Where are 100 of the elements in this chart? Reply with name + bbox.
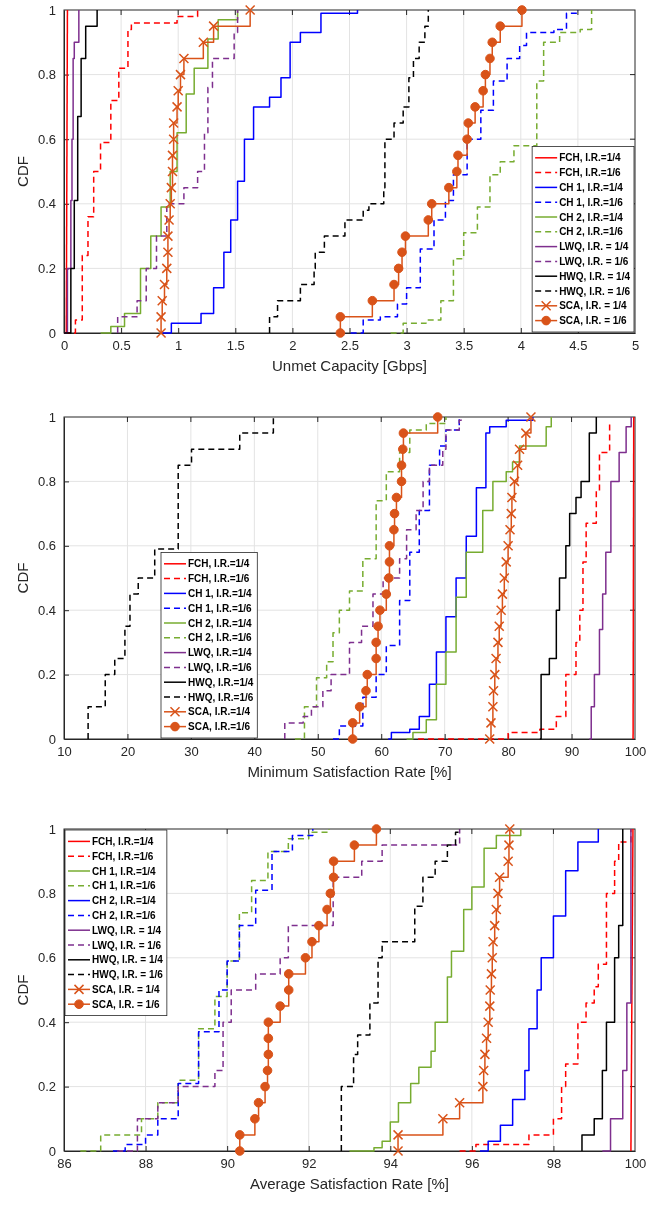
legend-label: LWQ, I.R.=1/4 [188,647,253,659]
point [478,85,488,96]
point [347,718,358,728]
legend-label: CH 1, I.R.=1/4 [188,588,253,599]
legend-label: CH 2, I.R.=1/6 [92,910,157,921]
point [234,1130,245,1140]
point [485,717,497,729]
x-tick-label: 2.5 [340,338,360,354]
point [393,263,404,274]
point [347,734,358,744]
x-tick-label: 0.5 [112,338,131,354]
x-axis-title: Minimum Satisfaction Rate [%] [247,763,452,780]
point [397,444,408,454]
x-axis-title: Average Satisfaction Rate [%] [250,1175,449,1192]
y-tick-label: 1 [48,821,56,837]
x-tick-label: 0 [60,338,69,354]
point [484,1000,496,1012]
point [371,824,382,834]
point [487,952,498,964]
legend-label: CH 1, I.R.=1/6 [559,196,624,208]
point [462,134,472,144]
point [381,589,392,599]
point [494,872,505,883]
point [492,888,504,899]
point [335,312,346,322]
y-tick-label: 1 [48,409,56,425]
legend-label: CH 1, I.R.=1/4 [559,182,624,193]
point [437,1113,449,1125]
point [489,669,501,680]
point [504,823,516,835]
point [506,508,517,519]
point [198,37,209,48]
y-tick-label: 0.6 [37,131,56,147]
legend-label: HWQ, I.R.=1/4 [188,676,254,688]
legend-label: FCH, I.R.=1/4 [559,152,621,164]
point [167,166,178,177]
legend-label: CH 2, I.R.=1/4 [92,895,157,907]
point [392,1145,404,1157]
point [384,573,394,583]
point [490,653,502,664]
x-axis-title: Unmet Capacity [Gbps] [271,357,428,374]
point [283,969,294,979]
point [335,328,346,338]
legend-label: LWQ, I.R.=1/6 [188,662,253,673]
point [484,984,496,996]
point [263,1049,274,1060]
point [283,985,294,995]
point [489,920,500,931]
point [503,839,515,851]
legend-label: HWQ, I.R. = 1/4 [559,270,631,282]
point [244,4,256,16]
point [497,588,508,600]
point [155,327,167,339]
point [493,621,505,632]
point [470,102,480,112]
point [155,311,167,323]
legend-label: FCH, I.R.=1/4 [188,558,250,570]
x-tick-label: 4.5 [569,338,588,354]
point [485,53,495,64]
point [502,540,514,552]
point [168,133,179,145]
point [362,669,373,680]
point [499,572,510,584]
x-tick-label: 80 [501,744,516,760]
legend-label: SCA, I.R.=1/6 [188,721,251,733]
point [234,1146,245,1156]
point [444,182,454,193]
point [495,604,507,616]
legend-label: CH 2, I.R.=1/4 [188,617,253,629]
x-tick-label: 90 [564,744,580,760]
y-tick-label: 0.4 [37,1014,56,1030]
point [250,1114,260,1124]
y-tick-label: 0 [48,325,56,341]
point [325,888,336,899]
point [328,856,339,866]
x-tick-label: 4 [517,338,525,354]
point [375,605,385,615]
x-tick-label: 86 [57,1156,72,1172]
point [477,1081,489,1092]
point [463,118,474,128]
legend-label: FCH, I.R.=1/6 [92,850,154,862]
point [208,20,219,32]
point [328,872,339,883]
legend-label: CH 2, I.R.=1/6 [559,226,624,238]
y-axis-title: CDF [14,562,31,594]
x-tick-label: 20 [120,744,136,760]
point [454,1097,465,1108]
x-tick-label: 90 [220,1156,235,1172]
legend-label: FCH, I.R.=1/4 [92,836,154,847]
point [171,101,183,113]
legend-label: CH 1, I.R.=1/4 [92,865,157,877]
legend-label: SCA, I.R. = 1/6 [559,315,628,327]
legend-label: SCA, I.R.=1/4 [188,706,251,718]
x-tick-label: 5 [631,338,640,354]
point [253,1097,264,1108]
point [487,936,499,947]
point [263,1017,274,1027]
point [361,685,371,696]
point [504,524,516,535]
point [367,295,378,306]
